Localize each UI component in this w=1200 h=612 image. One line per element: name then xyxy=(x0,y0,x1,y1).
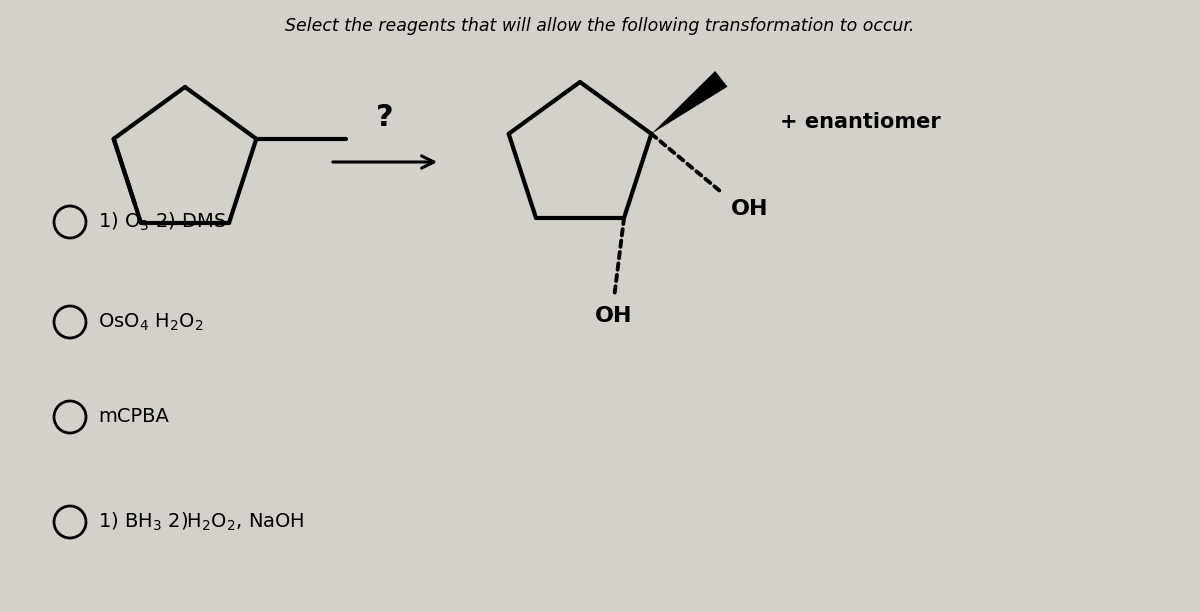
Text: OsO$_4$ H$_2$O$_2$: OsO$_4$ H$_2$O$_2$ xyxy=(98,312,203,333)
Text: 1) O$_3$ 2) DMS: 1) O$_3$ 2) DMS xyxy=(98,211,227,233)
Text: OH: OH xyxy=(731,199,769,219)
Text: Select the reagents that will allow the following transformation to occur.: Select the reagents that will allow the … xyxy=(286,17,914,35)
Polygon shape xyxy=(652,71,727,134)
Text: OH: OH xyxy=(595,305,632,326)
Text: 1) BH$_3$ 2)H$_2$O$_2$, NaOH: 1) BH$_3$ 2)H$_2$O$_2$, NaOH xyxy=(98,511,305,533)
Text: + enantiomer: + enantiomer xyxy=(780,112,941,132)
Text: ?: ? xyxy=(376,102,394,132)
Text: mCPBA: mCPBA xyxy=(98,408,169,427)
